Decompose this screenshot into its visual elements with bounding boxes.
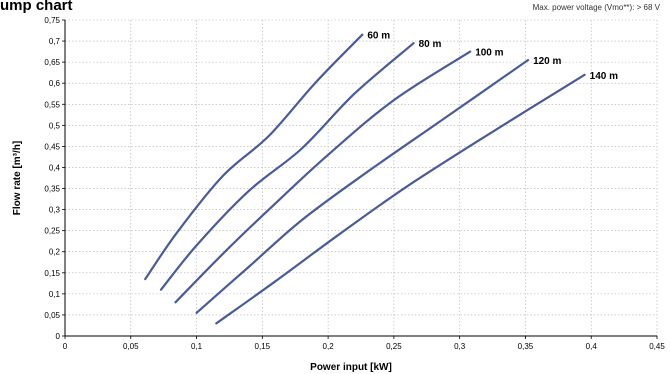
grid (64, 19, 658, 337)
series-line-80m (159, 42, 415, 291)
y-tick-label: 0,6 (49, 79, 61, 88)
axes (62, 19, 658, 339)
series-label-100m: 100 m (475, 48, 503, 59)
series-line-120m (195, 58, 530, 314)
y-tick-label: 0,4 (49, 163, 61, 172)
chart-subtitle: Max. power voltage (Vmo**): > 68 V (532, 3, 660, 12)
x-tick-label: 0,1 (191, 342, 203, 351)
y-tick-label: 0,35 (44, 185, 60, 194)
y-tick-label: 0,1 (49, 290, 61, 299)
y-axis-label: Flow rate [m³/h] (12, 141, 23, 215)
x-axis-label: Power input [kW] (310, 362, 392, 373)
series-label-80m: 80 m (419, 39, 442, 50)
x-tick-label: 0,35 (518, 342, 534, 351)
series-line-140m (215, 73, 586, 325)
y-tick-label: 0,05 (44, 311, 60, 320)
y-tick-label: 0 (56, 332, 61, 341)
y-tick-label: 0,65 (44, 58, 60, 67)
series: 60 m 80 m 100 m 120 m 140 m (144, 31, 618, 325)
x-tick-label: 0,45 (649, 342, 665, 351)
x-tick-label: 0,3 (454, 342, 466, 351)
x-tick-label: 0,15 (255, 342, 271, 351)
series-label-60m: 60 m (367, 31, 390, 42)
x-tick-label: 0,4 (586, 342, 598, 351)
series-line-100m (174, 50, 472, 304)
y-tick-label: 0,2 (49, 248, 61, 257)
series-label-140m: 140 m (590, 71, 618, 82)
y-tick-label: 0,3 (49, 206, 61, 215)
series-label-120m: 120 m (533, 56, 561, 67)
y-tick-label: 0,5 (49, 121, 61, 130)
y-tick-label: 0,7 (49, 37, 61, 46)
x-tick-label: 0,05 (123, 342, 139, 351)
chart-title: ump chart (0, 0, 73, 14)
y-tick-label: 0,25 (44, 227, 60, 236)
y-tick-label: 0,15 (44, 269, 60, 278)
series-line-60m (144, 33, 364, 281)
y-tick-label: 0,75 (44, 16, 60, 25)
x-tick-label: 0 (63, 342, 68, 351)
y-tick-label: 0,45 (44, 142, 60, 151)
tick-labels: 0 0,05 0,1 0,15 0,2 0,25 0,3 0,35 0,4 0,45 0,5 0,55… (44, 16, 665, 351)
x-tick-label: 0,25 (386, 342, 402, 351)
y-tick-label: 0,55 (44, 100, 60, 109)
x-tick-label: 0,2 (323, 342, 335, 351)
